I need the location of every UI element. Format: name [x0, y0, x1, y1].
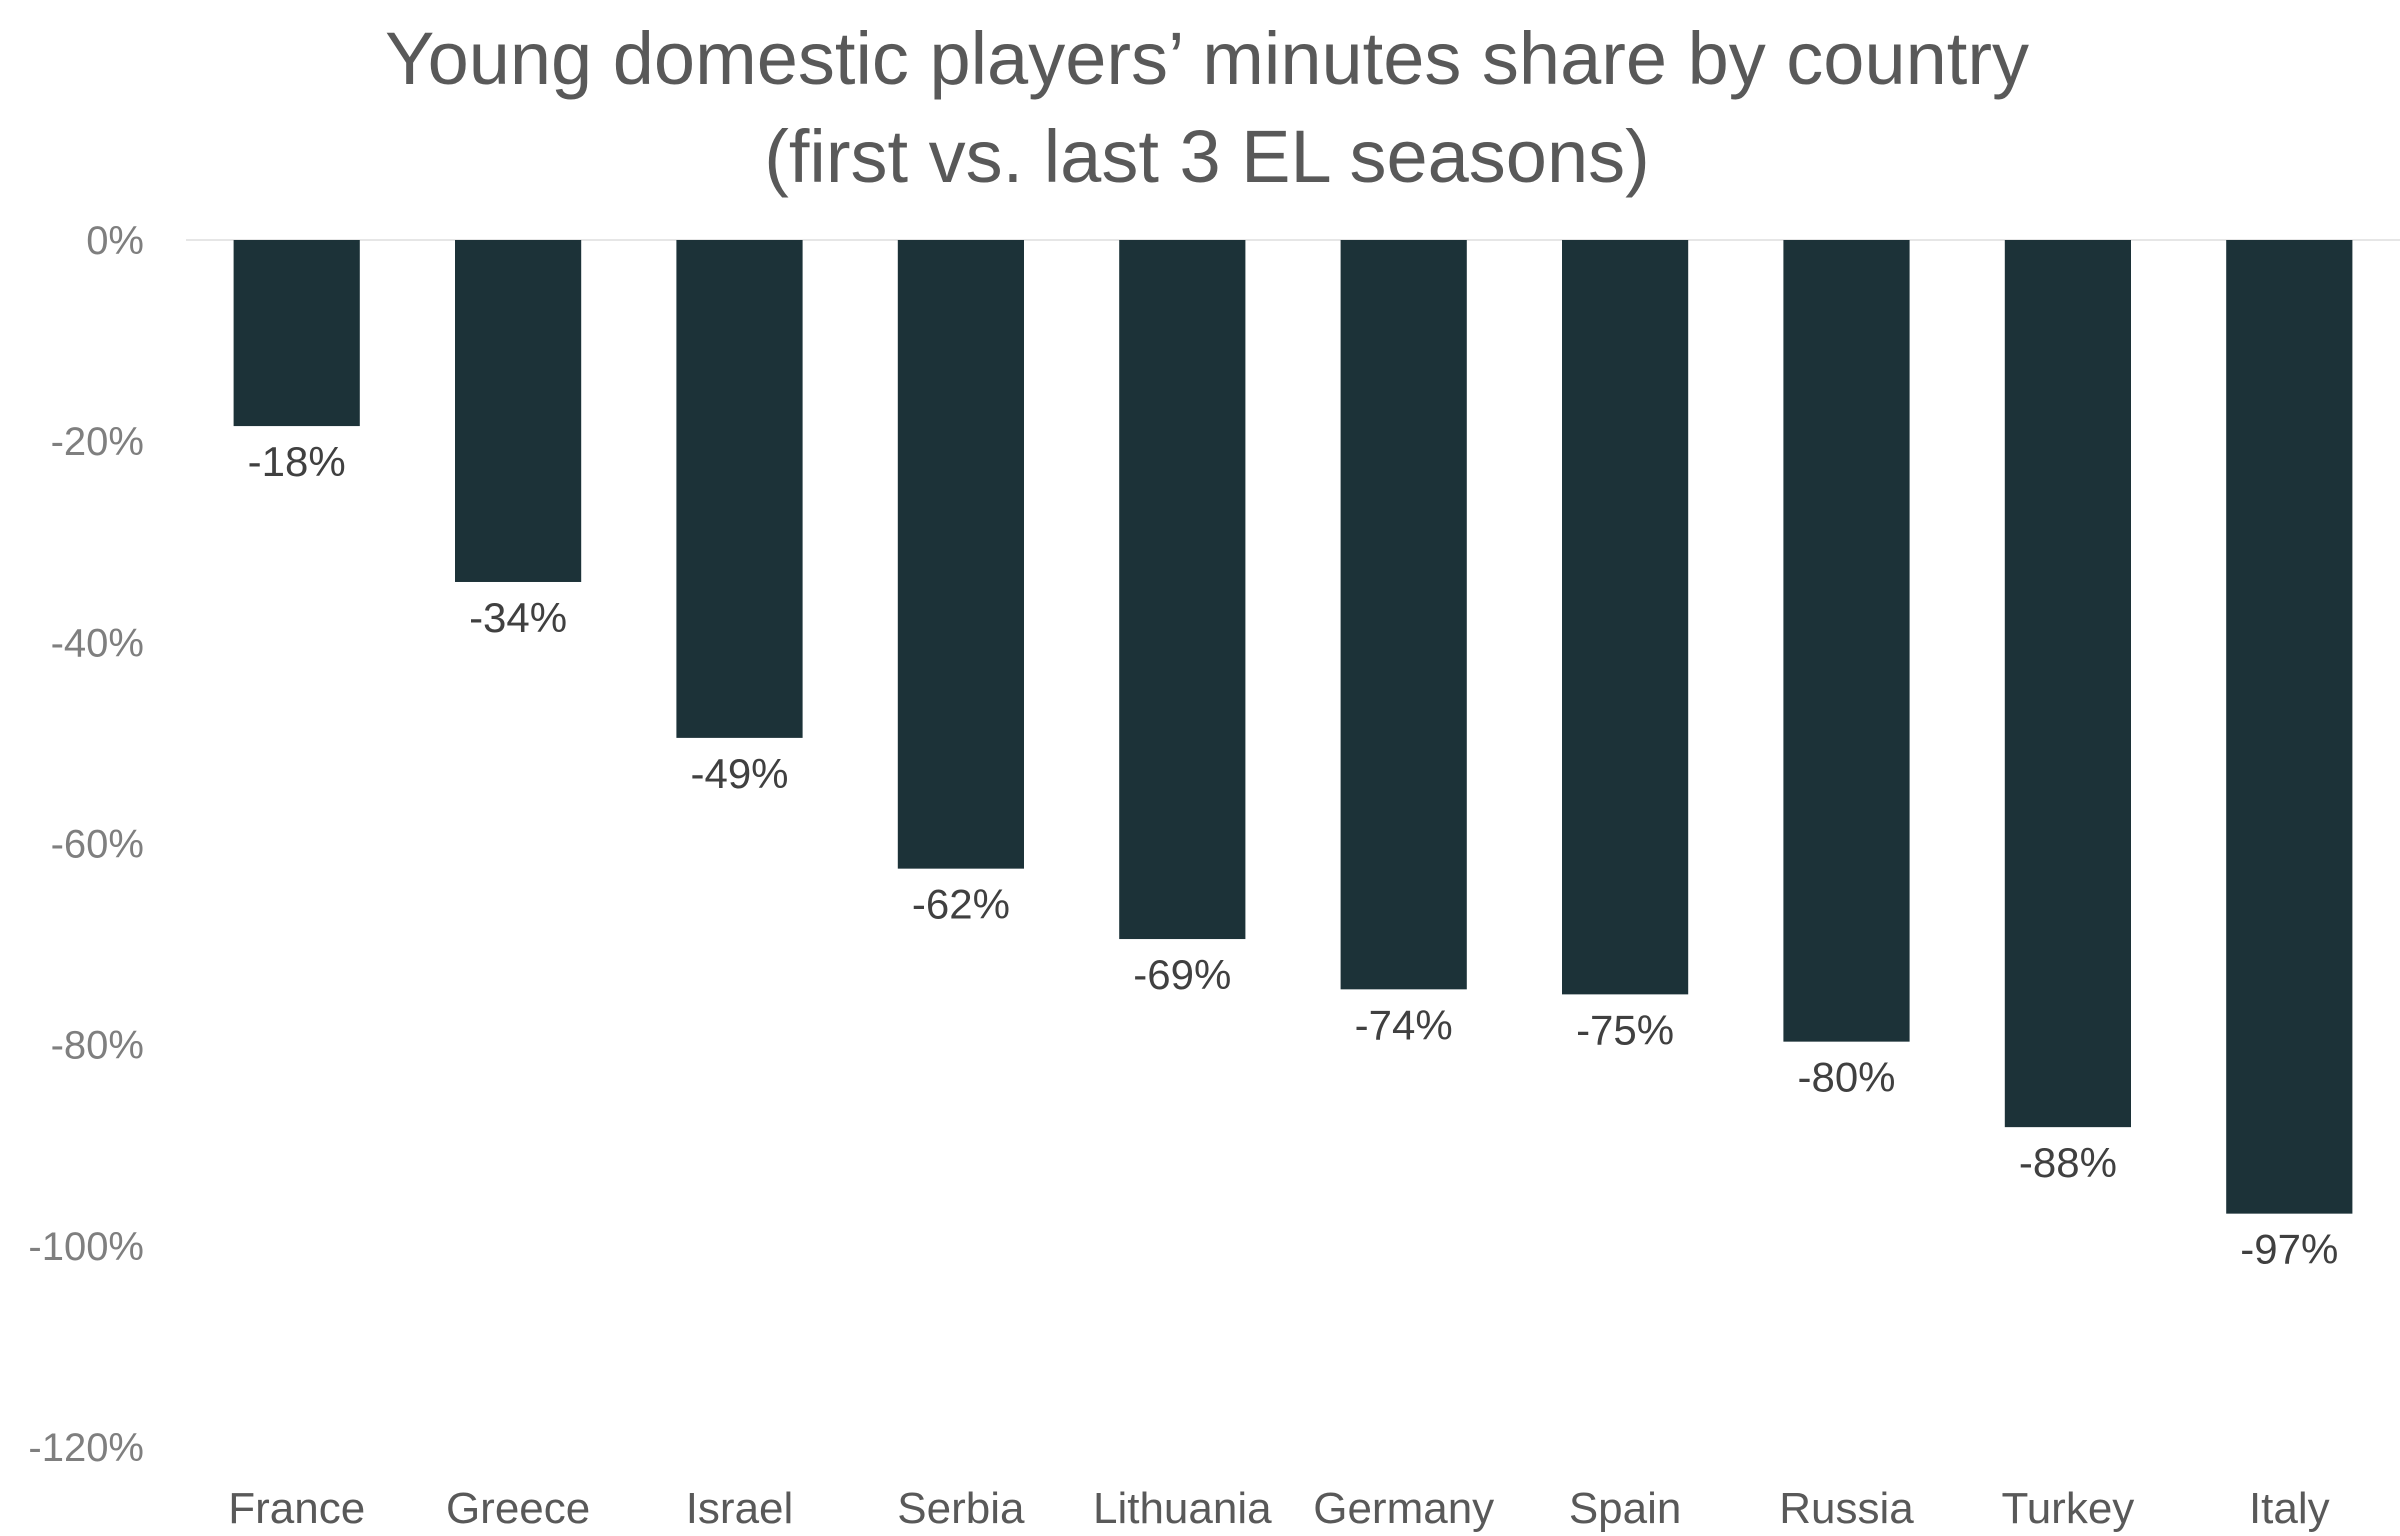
- y-tick-label: -40%: [51, 621, 144, 665]
- x-category-label: Russia: [1779, 1484, 1914, 1533]
- x-category-label: Greece: [446, 1484, 590, 1533]
- x-category-label: Turkey: [2001, 1484, 2134, 1533]
- bar-serbia: [897, 240, 1024, 869]
- bar-france: [233, 240, 360, 427]
- x-category-label: Germany: [1313, 1484, 1494, 1533]
- data-label-spain: -75%: [1576, 1006, 1674, 1053]
- data-label-france: -18%: [248, 438, 346, 485]
- y-tick-label: 0%: [86, 219, 144, 263]
- y-tick-label: -80%: [51, 1024, 144, 1068]
- chart-title-line-2: (first vs. last 3 EL seasons): [764, 115, 1650, 198]
- data-label-greece: -34%: [469, 594, 567, 641]
- bar-italy: [2226, 240, 2353, 1214]
- bar-lithuania: [1119, 240, 1246, 940]
- y-tick-label: -20%: [51, 420, 144, 464]
- bar-greece: [455, 240, 582, 582]
- bar-germany: [1340, 240, 1467, 990]
- data-labels: -18% -34% -49% -62% -69% -74% -75% -80% -88% -97%: [248, 438, 2339, 1273]
- x-category-label: Italy: [2249, 1484, 2330, 1533]
- y-tick-label: -60%: [51, 823, 144, 867]
- x-axis: France Greece Israel Serbia Lithuania Germany…: [228, 1484, 2329, 1533]
- bar-series: [233, 240, 2353, 1214]
- chart-title: Young domestic players’ minutes share by…: [385, 17, 2029, 198]
- y-axis: 0% -20% -40% -60% -80% -100% -120%: [28, 219, 144, 1470]
- x-category-label: France: [228, 1484, 365, 1533]
- x-category-label: Spain: [1569, 1484, 1682, 1533]
- bar-spain: [1562, 240, 1689, 995]
- y-tick-label: -120%: [28, 1426, 144, 1470]
- data-label-russia: -80%: [1797, 1054, 1895, 1101]
- data-label-lithuania: -69%: [1133, 951, 1231, 998]
- data-label-italy: -97%: [2240, 1226, 2338, 1273]
- x-category-label: Israel: [686, 1484, 794, 1533]
- x-category-label: Serbia: [897, 1484, 1025, 1533]
- x-category-label: Lithuania: [1093, 1484, 1272, 1533]
- y-tick-label: -100%: [28, 1225, 144, 1269]
- data-label-germany: -74%: [1355, 1001, 1453, 1048]
- data-label-israel: -49%: [690, 750, 788, 797]
- bar-israel: [676, 240, 803, 738]
- bar-turkey: [2004, 240, 2131, 1128]
- chart-title-line-1: Young domestic players’ minutes share by…: [385, 17, 2029, 100]
- bar-russia: [1783, 240, 1910, 1042]
- data-label-turkey: -88%: [2019, 1139, 2117, 1186]
- data-label-serbia: -62%: [912, 881, 1010, 928]
